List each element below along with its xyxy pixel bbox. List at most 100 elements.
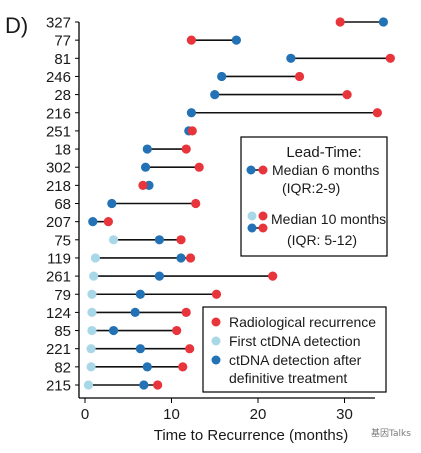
point-radiological-327 (335, 17, 345, 27)
lead-time-title: Lead-Time: (286, 144, 361, 161)
lead-time-median-2: Median 10 months (271, 211, 386, 227)
legend-label-ctdna-after-line1: ctDNA detection after (229, 352, 362, 368)
point-ctdna-after-246 (217, 71, 227, 82)
point-first-ctdna-221 (86, 344, 96, 354)
y-tick-label-28: 28 (54, 87, 71, 104)
y-tick-label-77: 77 (54, 33, 71, 50)
point-ctdna-after-216 (186, 108, 196, 118)
point-first-ctdna-82 (86, 362, 96, 372)
point-radiological-251 (187, 126, 197, 136)
point-ctdna-after-327 (378, 17, 389, 27)
point-ctdna-after-215 (139, 380, 149, 390)
point-radiological-302 (194, 162, 204, 172)
point-first-ctdna-119 (90, 253, 100, 263)
point-radiological-68 (191, 198, 201, 209)
point-ctdna-after-261 (154, 271, 164, 281)
y-tick-label-81: 81 (54, 51, 71, 68)
y-tick-label-327: 327 (46, 15, 71, 32)
lead-time-key-lightblue-marker (247, 211, 257, 221)
point-radiological-79 (211, 289, 222, 299)
x-axis-title: Time to Recurrence (months) (154, 427, 349, 444)
lead-time-median-1: Median 6 months (272, 162, 379, 178)
point-ctdna-after-207 (88, 217, 98, 227)
point-ctdna-after-68 (107, 198, 117, 209)
legend-label-first-ctdna: First ctDNA detection (229, 333, 361, 349)
point-radiological-82 (178, 362, 188, 372)
legend-marker-radiological (211, 317, 221, 327)
x-axis-ticks: 0 10 20 30 (81, 398, 353, 423)
point-first-ctdna-215 (83, 380, 94, 390)
y-tick-label-302: 302 (46, 160, 71, 177)
y-tick-label-82: 82 (54, 359, 71, 376)
point-radiological-221 (185, 344, 195, 354)
x-tick-label: 30 (336, 406, 353, 423)
x-tick-label: 20 (250, 406, 267, 423)
series-legend: Radiological recurrence First ctDNA dete… (202, 306, 387, 393)
point-ctdna-after-75 (154, 235, 164, 245)
y-tick-label-207: 207 (46, 214, 71, 231)
point-first-ctdna-85 (87, 325, 97, 336)
point-ctdna-after-18 (142, 144, 152, 154)
lead-time-key-red-marker-top (258, 211, 268, 221)
y-tick-label-218: 218 (46, 178, 71, 195)
point-radiological-207 (103, 217, 113, 227)
lead-time-iqr-1: (IQR:2-9) (282, 180, 340, 196)
dumbbell-points (83, 17, 395, 390)
point-radiological-261 (268, 271, 278, 281)
y-tick-label-79: 79 (54, 287, 71, 304)
y-tick-label-18: 18 (54, 142, 71, 159)
y-tick-label-75: 75 (54, 232, 71, 249)
x-tick-label: 10 (163, 406, 180, 423)
point-radiological-124 (181, 307, 191, 317)
point-radiological-28 (342, 90, 352, 100)
point-radiological-75 (176, 235, 186, 245)
point-radiological-77 (186, 35, 196, 45)
point-ctdna-after-85 (108, 325, 119, 336)
point-first-ctdna-75 (108, 235, 119, 245)
point-radiological-246 (294, 71, 305, 82)
lead-time-key-blue-marker-bottom (247, 223, 257, 233)
y-tick-label-246: 246 (46, 69, 71, 86)
y-tick-label-221: 221 (46, 341, 71, 358)
lead-time-key-red-marker (258, 165, 268, 175)
y-tick-label-124: 124 (46, 305, 71, 322)
lead-time-legend: Lead-Time: Median 6 months (IQR:2-9) Med… (240, 136, 388, 257)
point-ctdna-after-119 (176, 253, 186, 263)
point-ctdna-after-302 (140, 162, 151, 172)
point-radiological-85 (172, 325, 182, 336)
point-radiological-215 (153, 380, 163, 390)
legend-marker-ctdna-after (211, 355, 221, 365)
legend-label-radiological: Radiological recurrence (229, 314, 376, 330)
y-tick-label-119: 119 (47, 250, 71, 267)
point-first-ctdna-261 (89, 271, 99, 281)
watermark-text: 基因Talks (371, 427, 411, 439)
point-radiological-216 (372, 108, 382, 118)
point-first-ctdna-124 (87, 307, 97, 317)
lead-time-key-red-marker-bottom (258, 223, 268, 233)
y-tick-label-261: 261 (46, 269, 71, 286)
legend-marker-first-ctdna (211, 336, 221, 346)
y-tick-label-215: 215 (46, 378, 71, 395)
point-ctdna-after-77 (231, 35, 241, 45)
x-tick-label: 0 (81, 406, 89, 423)
lead-time-legend-box (240, 136, 388, 257)
point-ctdna-after-79 (135, 289, 145, 299)
point-ctdna-after-28 (210, 90, 220, 100)
y-tick-label-251: 251 (46, 123, 71, 140)
y-tick-label-216: 216 (46, 105, 71, 122)
y-tick-label-68: 68 (54, 196, 71, 213)
point-radiological-119 (185, 253, 196, 263)
y-tick-label-85: 85 (54, 323, 71, 340)
point-ctdna-after-221 (135, 344, 145, 354)
point-ctdna-after-81 (286, 53, 296, 63)
panel-label: D) (5, 13, 28, 38)
legend-label-ctdna-after: ctDNA detection after definitive treatme… (229, 352, 365, 386)
lead-time-key-blue-marker (246, 165, 256, 175)
point-radiological-218 (138, 180, 148, 190)
point-radiological-18 (181, 144, 191, 154)
legend-label-ctdna-after-line2: definitive treatment (229, 370, 347, 386)
point-radiological-81 (385, 53, 395, 63)
point-ctdna-after-124 (130, 307, 140, 317)
